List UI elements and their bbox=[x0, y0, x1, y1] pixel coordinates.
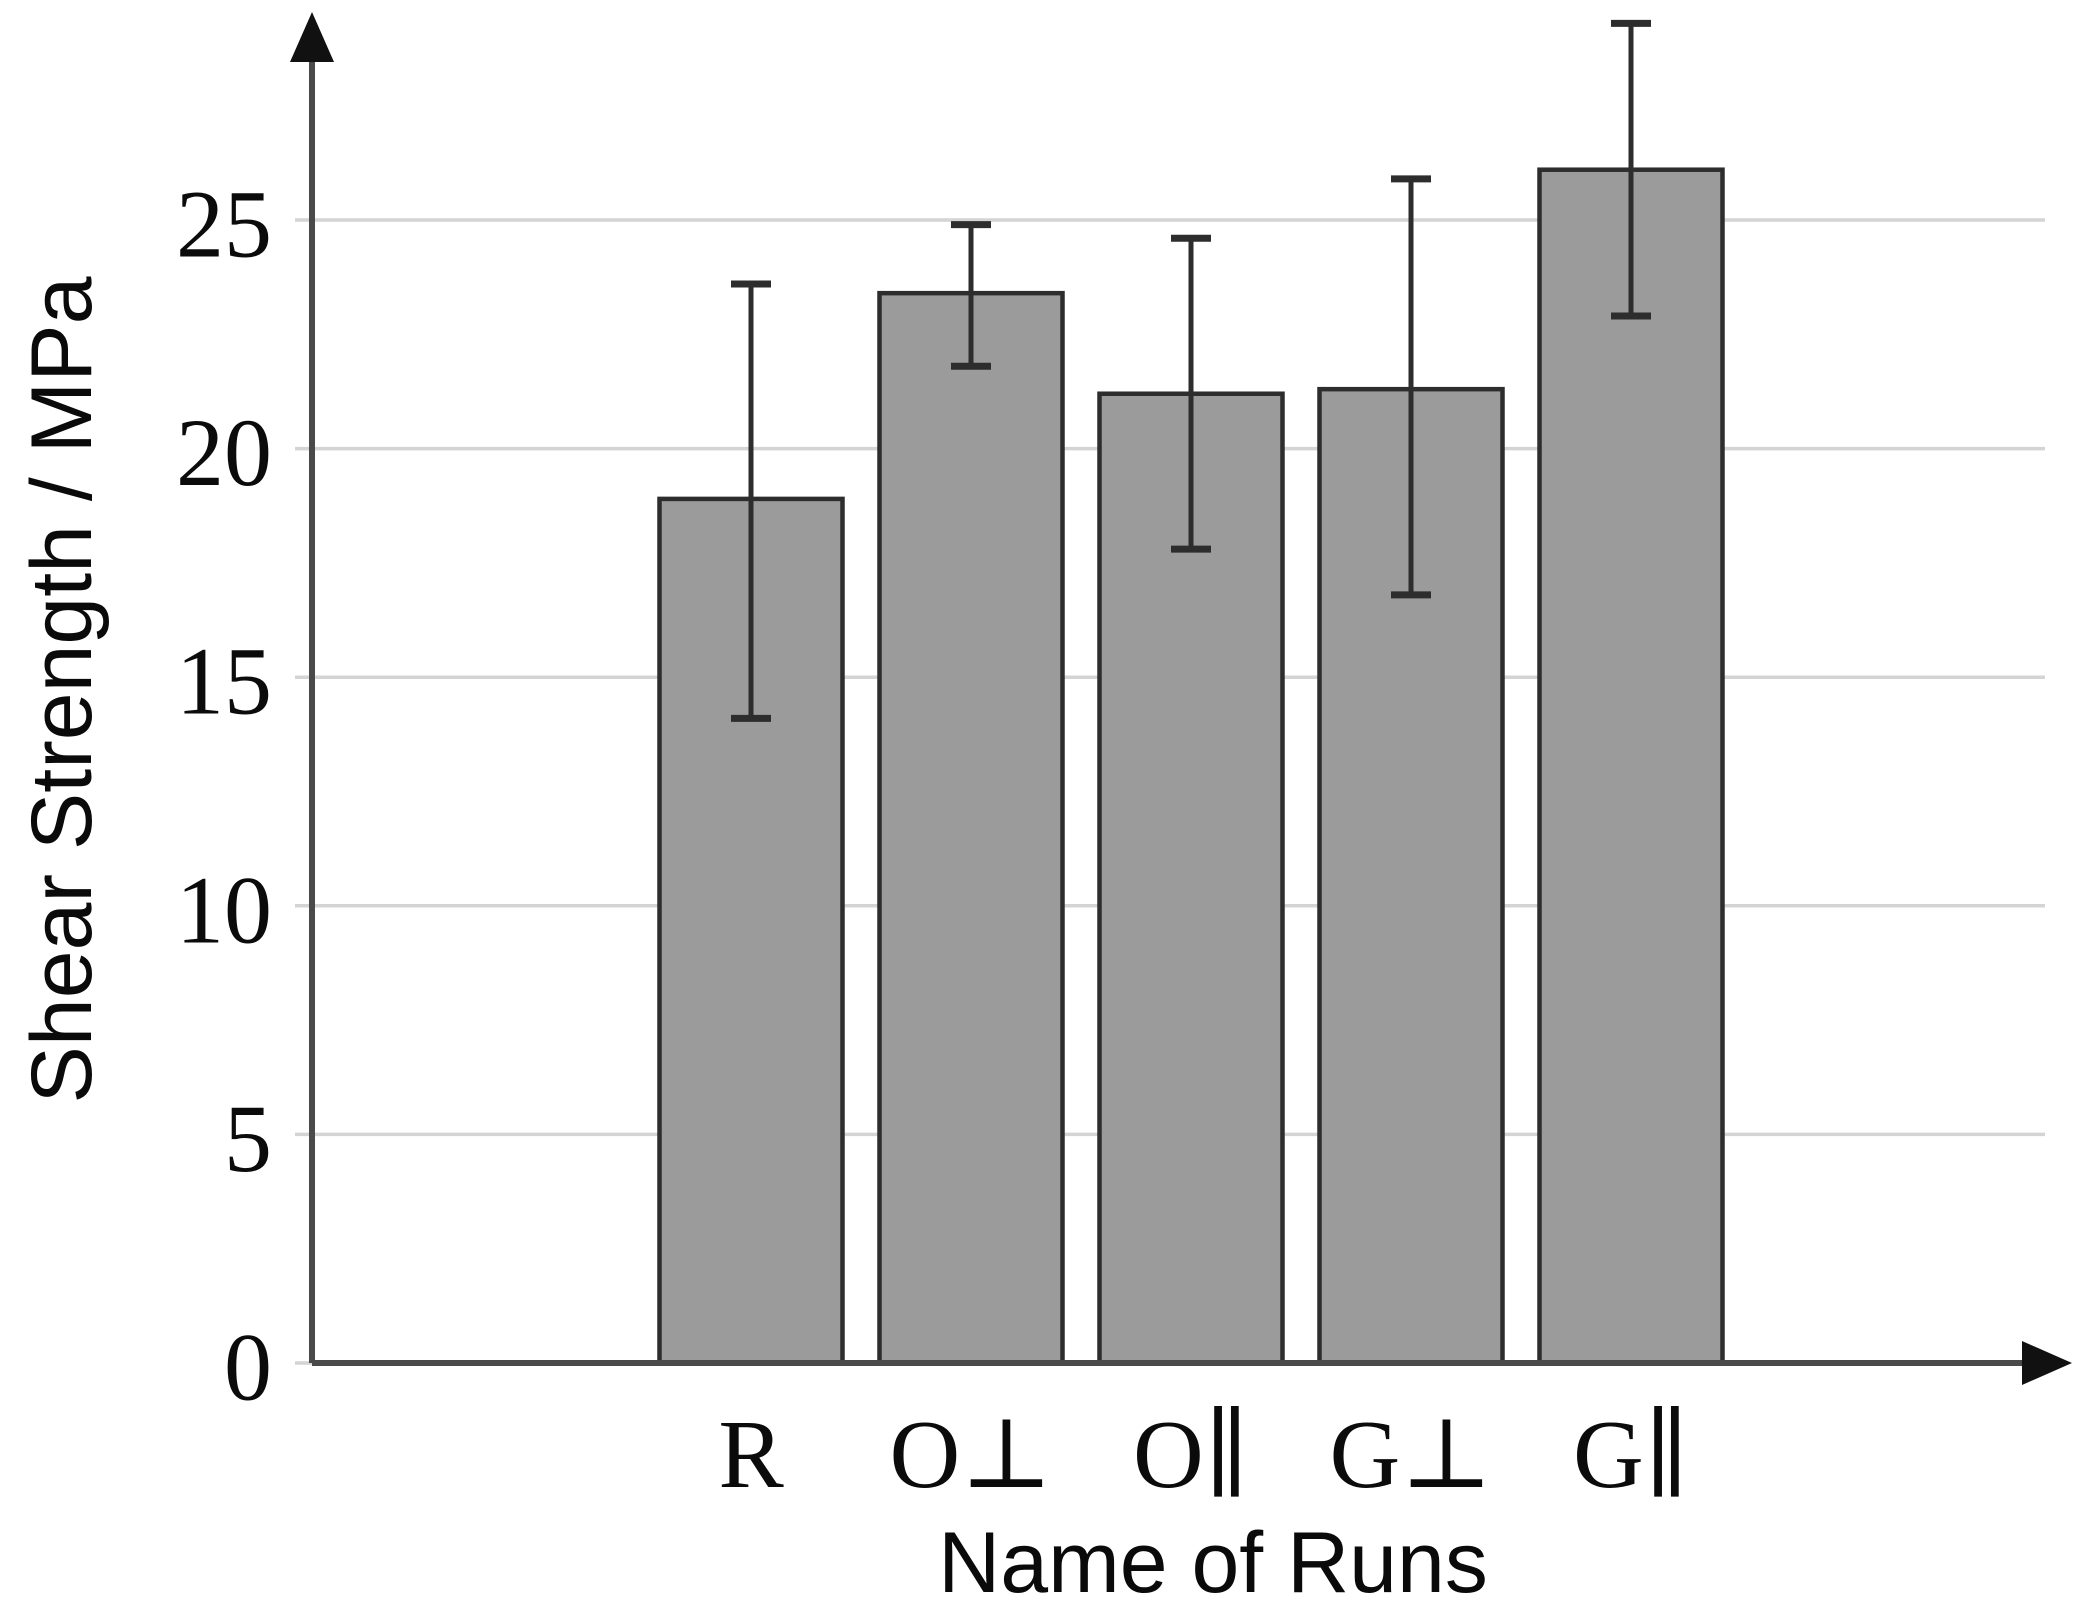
y-axis-title: Shear Strength / MPa bbox=[14, 276, 110, 1103]
y-axis-arrow-icon bbox=[290, 12, 334, 62]
bar bbox=[877, 290, 1065, 1366]
y-tick-label: 10 bbox=[176, 856, 272, 963]
y-tick-label: 15 bbox=[176, 628, 272, 735]
y-tick-label: 20 bbox=[176, 399, 272, 506]
bar bbox=[1097, 391, 1285, 1366]
y-tick-label: 25 bbox=[176, 171, 272, 278]
x-axis-arrow-icon bbox=[2022, 1341, 2072, 1385]
x-category-label: G⊥ bbox=[1330, 1401, 1493, 1509]
y-tick-label: 5 bbox=[224, 1085, 272, 1192]
bar bbox=[1537, 167, 1725, 1366]
x-category-label: G∥ bbox=[1573, 1401, 1689, 1509]
x-axis-title: Name of Runs bbox=[938, 1515, 1488, 1611]
x-category-label: O∥ bbox=[1133, 1401, 1249, 1509]
x-category-label: R bbox=[718, 1401, 784, 1509]
x-category-label: O⊥ bbox=[890, 1401, 1053, 1509]
chart-plot-area: 0 5 10 15 20 25 R O⊥ O∥ G⊥ G∥ bbox=[176, 12, 2072, 1509]
y-tick-label: 0 bbox=[224, 1314, 272, 1421]
